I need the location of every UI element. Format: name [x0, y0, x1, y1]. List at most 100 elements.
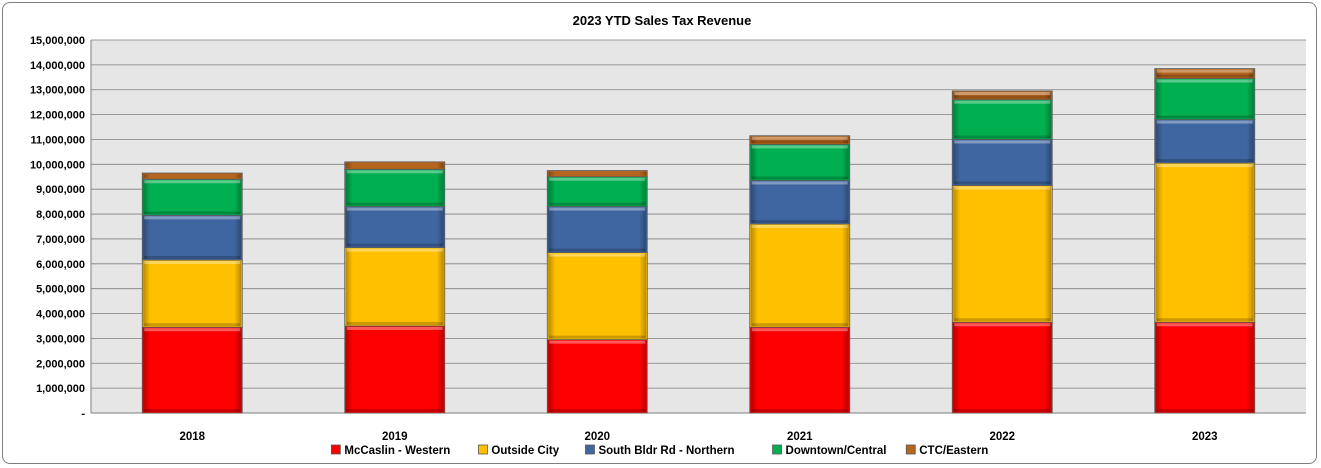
- bar-bevel-shade: [953, 91, 1052, 99]
- bar-bevel-highlight: [549, 340, 646, 344]
- y-tick-label: 5,000,000: [36, 284, 85, 296]
- bar-bevel-shade: [953, 323, 1052, 412]
- y-tick-label: 15,000,000: [30, 35, 85, 47]
- bar-bevel-bottom: [751, 323, 848, 327]
- legend-swatch-mccaslin-western: [330, 444, 341, 455]
- bar-bevel-highlight: [346, 170, 443, 174]
- y-tick-label: 8,000,000: [36, 209, 85, 221]
- y-tick-label: 4,000,000: [36, 309, 85, 321]
- bar-bevel-highlight: [954, 186, 1051, 190]
- bar-bevel-highlight: [144, 328, 241, 332]
- y-tick-label: 7,000,000: [36, 234, 85, 246]
- bar-bevel-bottom: [1156, 318, 1253, 322]
- bar-bevel-bottom: [751, 176, 848, 180]
- plot-background: [91, 40, 1306, 413]
- bar-bevel-bottom: [346, 243, 443, 247]
- bar-bevel-bottom: [346, 202, 443, 206]
- bar-bevel-shade: [1155, 120, 1254, 163]
- bar-bevel-highlight: [549, 253, 646, 257]
- bar-bevel-shade: [750, 145, 849, 180]
- bar-bevel-shade: [953, 140, 1052, 185]
- bar-bevel-bottom: [1156, 115, 1253, 119]
- y-tick-label: 13,000,000: [30, 85, 85, 97]
- bar-bevel-shade: [548, 340, 647, 412]
- bar-bevel-highlight: [751, 145, 848, 149]
- legend-swatch-south-bldr-rd-northern: [585, 444, 595, 455]
- bar-bevel-bottom: [1156, 409, 1253, 412]
- bar-bevel-shade: [548, 171, 647, 176]
- bar-bevel-highlight: [751, 136, 848, 140]
- legend-label-ctc-eastern: CTC/Eastern: [919, 445, 988, 457]
- bar-bevel-highlight: [549, 207, 646, 211]
- legend-swatch-outside-city: [478, 444, 488, 455]
- bar-bevel-shade: [1155, 69, 1254, 78]
- y-tick-label: -: [81, 408, 85, 420]
- bar-bevel-shade: [345, 207, 444, 247]
- bar-bevel-bottom: [751, 140, 848, 144]
- x-tick-label: 2020: [584, 431, 610, 443]
- bar-bevel-shade: [143, 328, 242, 412]
- bar-bevel-highlight: [751, 225, 848, 229]
- x-tick-label: 2018: [179, 431, 205, 443]
- bar-bevel-shade: [1155, 164, 1254, 322]
- bar-bevel-shade: [143, 216, 242, 260]
- x-tick-label: 2019: [382, 431, 408, 443]
- bar-bevel-shade: [345, 326, 444, 412]
- bar-bevel-bottom: [954, 318, 1051, 322]
- legend-swatch-downtown-central: [772, 444, 782, 455]
- legend-label-mccaslin-western: McCaslin - Western: [344, 445, 450, 457]
- bar-bevel-bottom: [346, 409, 443, 412]
- legend-label-south-bldr-rd-northern: South Bldr Rd - Northern: [598, 445, 734, 457]
- bar-bevel-bottom: [144, 323, 241, 327]
- y-tick-label: 11,000,000: [31, 134, 85, 146]
- bar-bevel-highlight: [549, 177, 646, 181]
- bar-bevel-highlight: [751, 328, 848, 332]
- bar-bevel-shade: [750, 136, 849, 144]
- bar-bevel-highlight: [1156, 120, 1253, 124]
- bar-bevel-bottom: [954, 135, 1051, 139]
- x-tick-label: 2023: [1192, 431, 1218, 443]
- bar-bevel-highlight: [346, 326, 443, 330]
- y-tick-label: 14,000,000: [30, 60, 85, 72]
- bar-bevel-shade: [345, 170, 444, 206]
- bar-bevel-shade: [1155, 79, 1254, 119]
- bar-bevel-shade: [953, 100, 1052, 139]
- bar-bevel-bottom: [549, 248, 646, 252]
- bar-bevel-bottom: [954, 409, 1051, 412]
- bar-bevel-bottom: [1156, 74, 1253, 78]
- bar-bevel-shade: [143, 261, 242, 327]
- y-tick-label: 6,000,000: [36, 259, 85, 271]
- bar-bevel-highlight: [1156, 164, 1253, 168]
- bar-bevel-bottom: [549, 335, 646, 339]
- chart-title: 2023 YTD Sales Tax Revenue: [573, 13, 752, 28]
- bar-bevel-highlight: [954, 91, 1051, 95]
- legend-label-outside-city: Outside City: [491, 445, 559, 457]
- bar-bevel-bottom: [751, 409, 848, 412]
- bar-bevel-shade: [953, 186, 1052, 322]
- stacked-bar-chart: 2023 YTD Sales Tax Revenue - 1,000,000 2,0…: [30, 13, 1306, 457]
- bar-bevel-highlight: [954, 323, 1051, 327]
- bar-bevel-bottom: [144, 409, 241, 412]
- bar-bevel-shade: [548, 177, 647, 206]
- bar-bevel-highlight: [144, 261, 241, 265]
- bar-bevel-bottom: [549, 409, 646, 412]
- bar-bevel-shade: [345, 248, 444, 325]
- bar-bevel-highlight: [144, 180, 241, 184]
- bar-bevel-highlight: [1156, 69, 1253, 73]
- x-tick-label: 2021: [787, 431, 813, 443]
- bar-bevel-shade: [750, 328, 849, 412]
- bar-bevel-highlight: [1156, 79, 1253, 83]
- bar-bevel-highlight: [346, 248, 443, 252]
- bar-bevel-highlight: [954, 140, 1051, 144]
- y-tick-label: 10,000,000: [30, 159, 85, 171]
- bar-bevel-shade: [548, 253, 647, 339]
- bar-bevel-bottom: [144, 211, 241, 215]
- y-tick-label: 2,000,000: [36, 358, 85, 370]
- bar-bevel-bottom: [954, 95, 1051, 99]
- bar-bevel-shade: [143, 180, 242, 215]
- bar-bevel-shade: [345, 162, 444, 169]
- bar-bevel-bottom: [549, 202, 646, 206]
- bar-bevel-highlight: [954, 100, 1051, 104]
- bar-bevel-bottom: [346, 321, 443, 325]
